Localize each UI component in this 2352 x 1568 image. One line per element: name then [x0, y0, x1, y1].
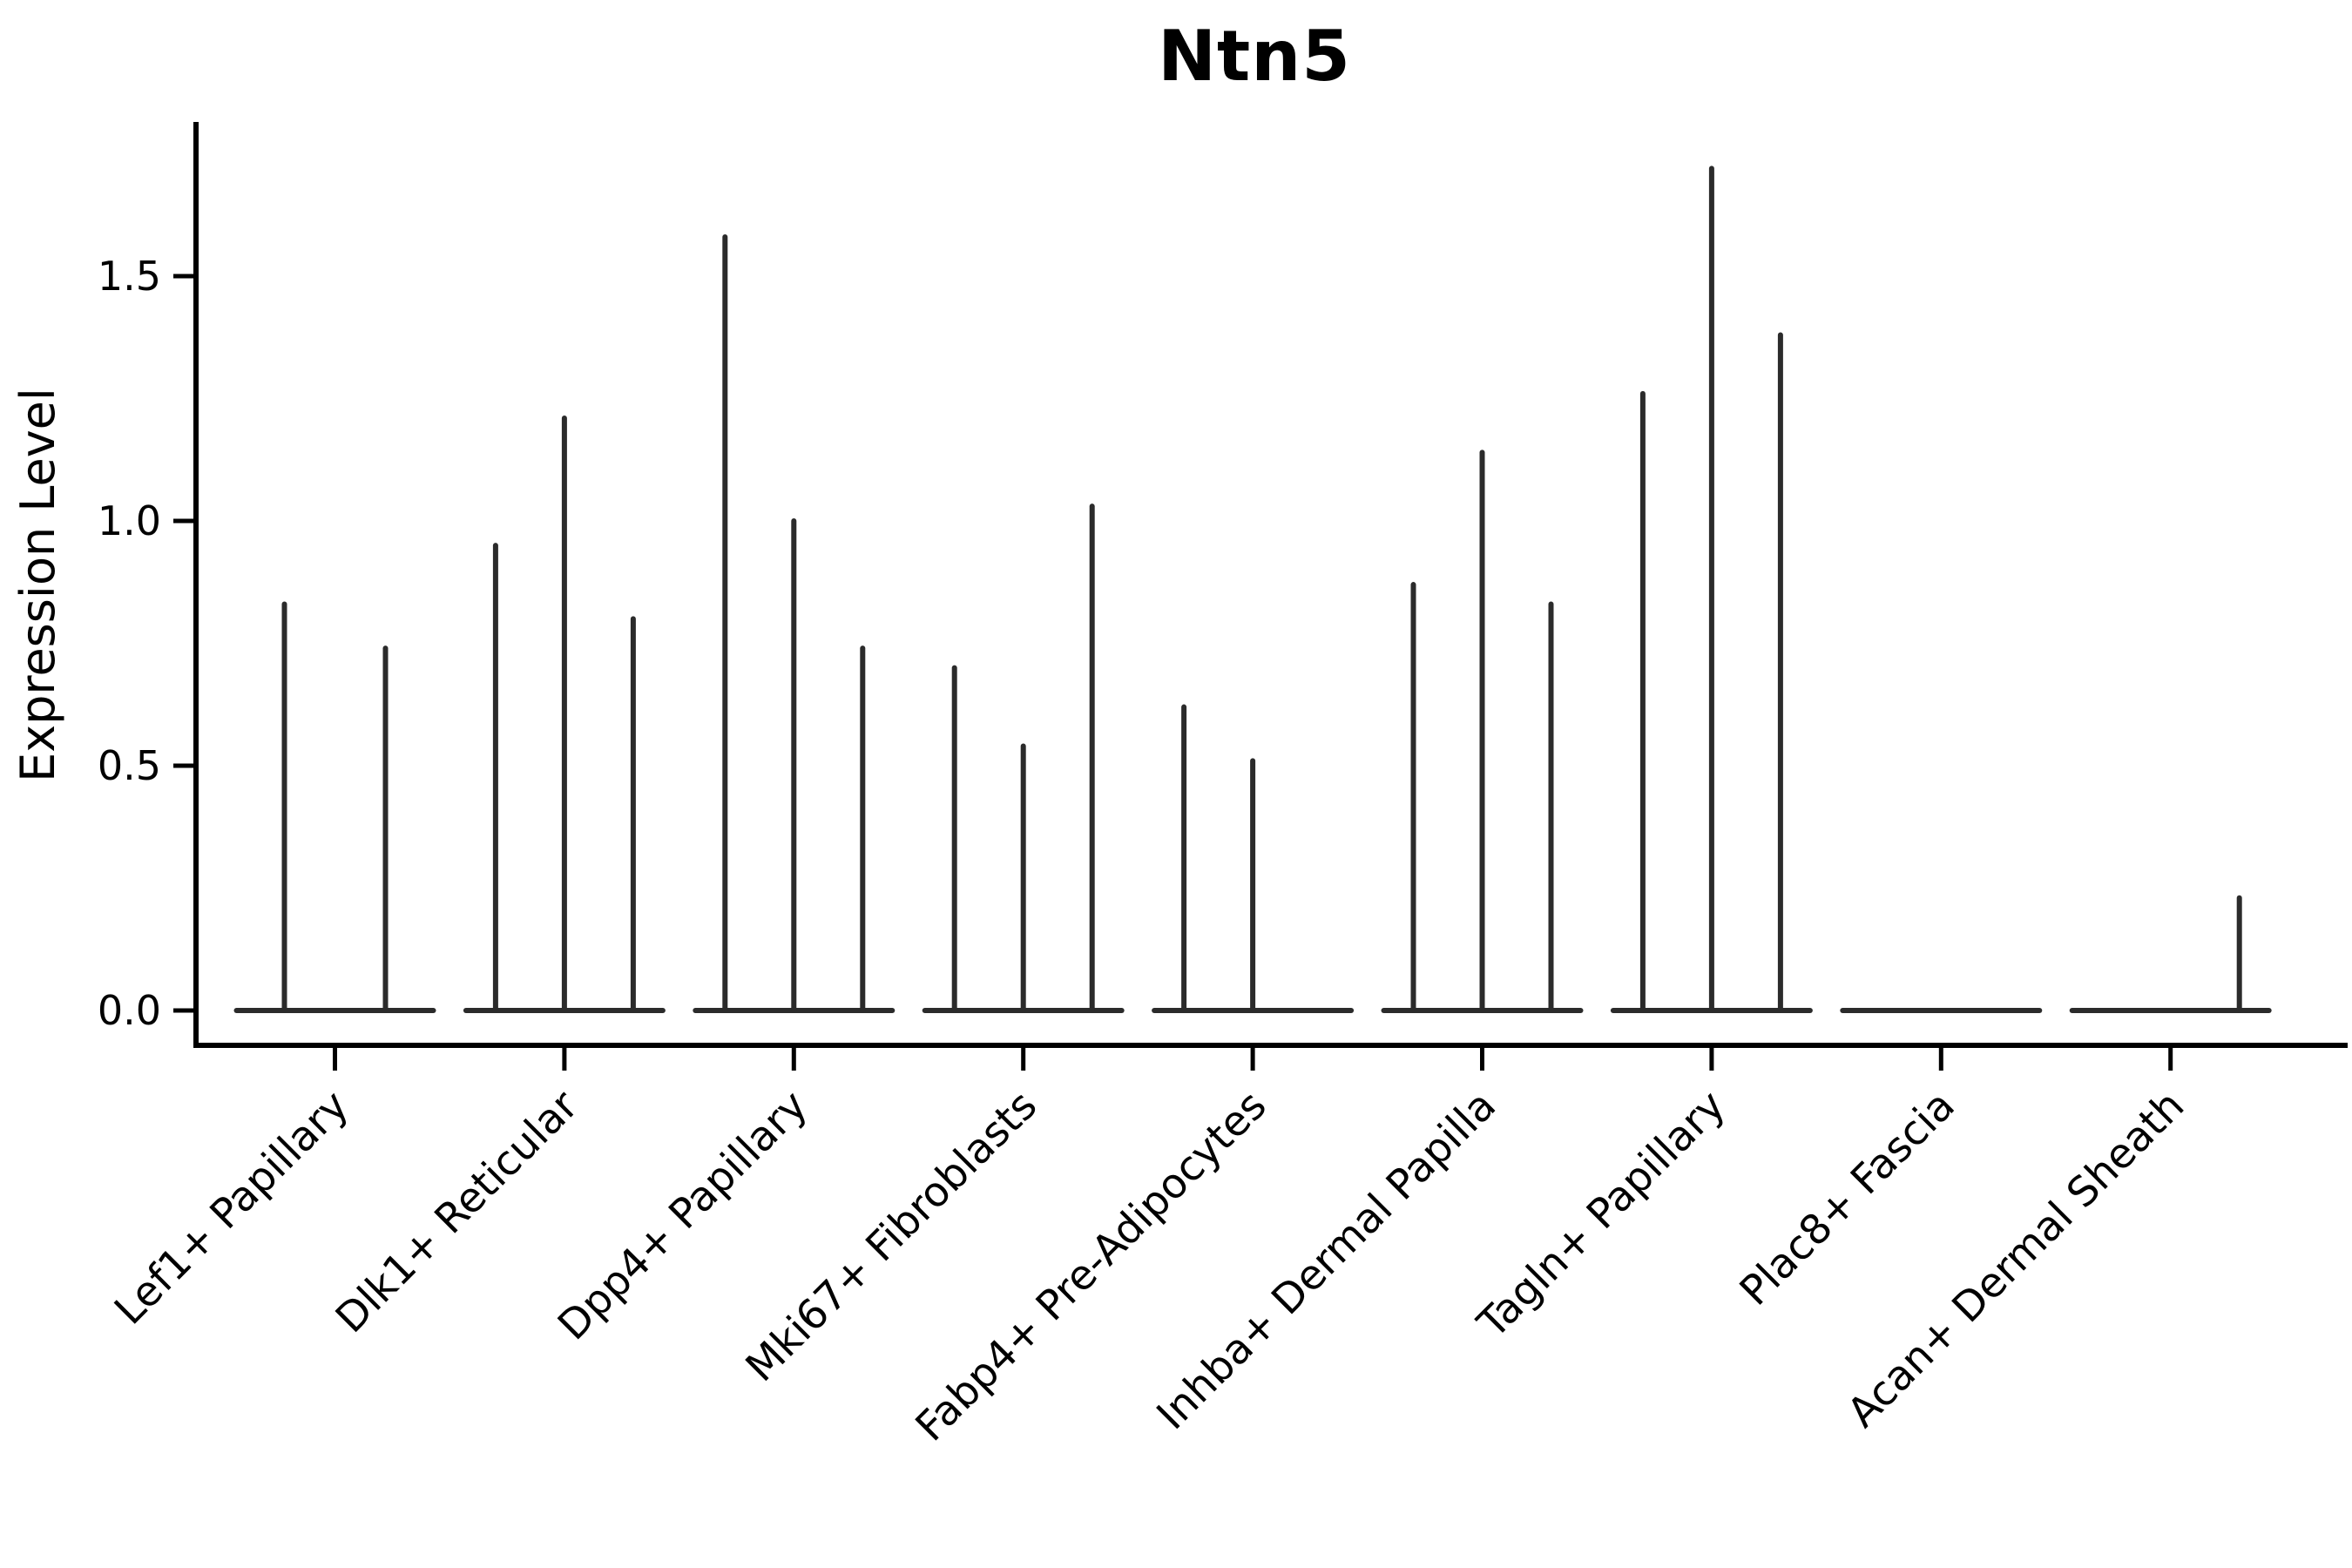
y-tick-label: 1.5	[98, 253, 161, 300]
x-category-label: Dlk1+ Reticular	[327, 1081, 588, 1342]
x-category-label: Tagln+ Papillary	[1468, 1082, 1734, 1348]
x-category-label: Lef1+ Papillary	[105, 1082, 358, 1335]
y-tick-label: 1.0	[98, 497, 161, 544]
y-tick-label: 0.0	[98, 987, 161, 1034]
x-category-label: Plac8+ Fascia	[1731, 1082, 1964, 1315]
y-tick-label: 0.5	[98, 742, 161, 789]
x-category-label: Dpp4+ Papillary	[549, 1082, 817, 1350]
y-axis-label: Expression Level	[10, 388, 65, 782]
plot-title: Ntn5	[1158, 16, 1351, 97]
